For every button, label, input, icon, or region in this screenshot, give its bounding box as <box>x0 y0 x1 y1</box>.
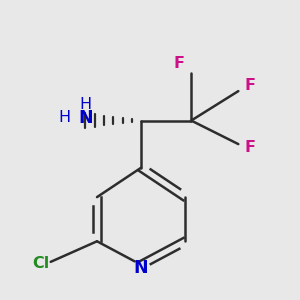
Text: N: N <box>134 259 148 277</box>
Text: F: F <box>244 78 256 93</box>
Text: N: N <box>78 109 92 127</box>
Text: H: H <box>79 97 91 112</box>
Text: Cl: Cl <box>32 256 50 271</box>
Text: F: F <box>244 140 256 154</box>
Text: F: F <box>174 56 185 70</box>
Text: H: H <box>58 110 71 125</box>
